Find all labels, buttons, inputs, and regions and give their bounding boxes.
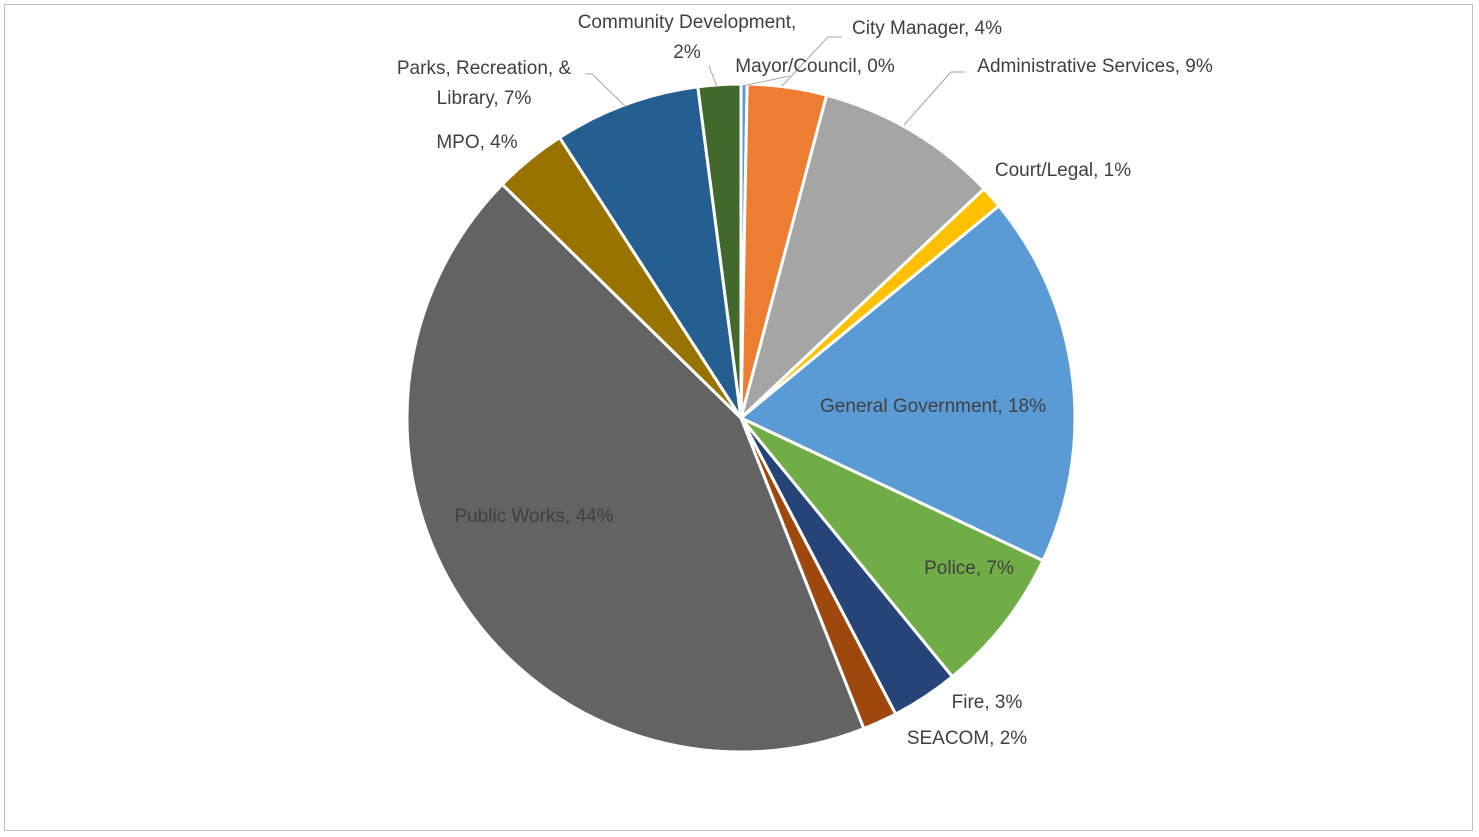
pie-slice-general-government bbox=[739, 204, 1077, 563]
leader-lines bbox=[585, 36, 965, 126]
leader-line-city-manager bbox=[781, 36, 842, 87]
pie-slice-police bbox=[739, 416, 1045, 679]
data-label-fire: Fire, 3% bbox=[952, 692, 1023, 713]
data-label-police: Police, 7% bbox=[924, 558, 1014, 579]
pie-slices bbox=[405, 82, 1077, 754]
data-label-public-works: Public Works, 44% bbox=[454, 506, 613, 527]
pie-slice-community-development bbox=[696, 82, 743, 420]
data-label-city-manager: City Manager, 4% bbox=[852, 18, 1002, 39]
leader-line-parks-recreation-library bbox=[585, 73, 627, 108]
data-label-administrative-services: Administrative Services, 9% bbox=[977, 56, 1213, 77]
data-label-community-development: Community Development, 2% bbox=[578, 12, 797, 63]
data-label-court-legal: Court/Legal, 1% bbox=[995, 160, 1131, 181]
data-labels: Mayor/Council, 0% City Manager, 4% Adminis… bbox=[397, 12, 1213, 749]
data-label-general-government: General Government, 18% bbox=[820, 396, 1046, 417]
data-label-mpo: MPO, 4% bbox=[436, 132, 517, 153]
data-label-mayor-council: Mayor/Council, 0% bbox=[735, 56, 895, 77]
leader-line-mayor-council bbox=[741, 75, 791, 87]
data-label-seacom: SEACOM, 2% bbox=[907, 728, 1027, 749]
data-label-parks-recreation-library: Parks, Recreation, & Library, 7% bbox=[397, 58, 572, 109]
leader-line-administrative-services bbox=[903, 71, 965, 126]
pie-slice-parks-recreation-library bbox=[558, 85, 743, 420]
pie-slice-public-works bbox=[405, 182, 866, 754]
leader-line-community-development bbox=[708, 65, 718, 88]
pie-slice-administrative-services bbox=[739, 93, 986, 420]
